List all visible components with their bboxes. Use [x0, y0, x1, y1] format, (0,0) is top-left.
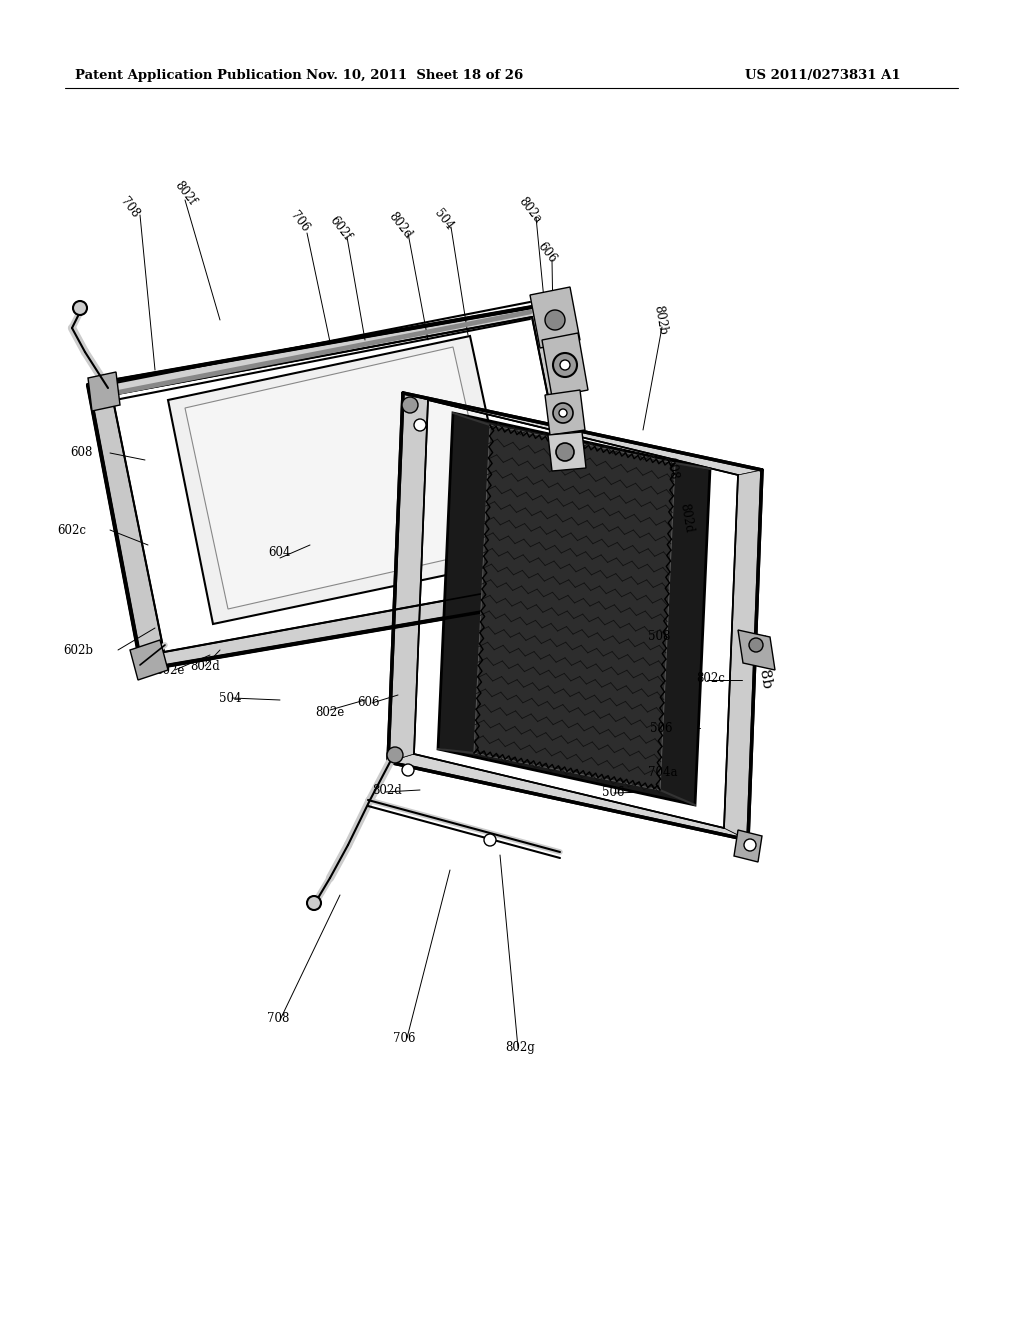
Polygon shape: [734, 830, 762, 862]
Text: 802d: 802d: [386, 210, 415, 242]
Polygon shape: [168, 337, 518, 624]
Circle shape: [402, 397, 418, 413]
Polygon shape: [388, 393, 428, 762]
Text: 802b: 802b: [651, 304, 669, 335]
Polygon shape: [438, 413, 710, 805]
Text: Nov. 10, 2011  Sheet 18 of 26: Nov. 10, 2011 Sheet 18 of 26: [306, 69, 523, 82]
Text: 608: 608: [71, 446, 93, 459]
Polygon shape: [532, 304, 610, 590]
Text: 602c: 602c: [57, 524, 86, 536]
Circle shape: [402, 764, 414, 776]
Text: 508: 508: [648, 630, 671, 643]
Polygon shape: [388, 754, 748, 840]
Polygon shape: [545, 389, 585, 436]
Polygon shape: [185, 347, 498, 609]
Circle shape: [387, 747, 403, 763]
Polygon shape: [142, 576, 610, 671]
Circle shape: [484, 834, 496, 846]
Text: 602f: 602f: [327, 214, 353, 243]
Text: US 2011/0273831 A1: US 2011/0273831 A1: [745, 69, 901, 82]
Text: 802e: 802e: [315, 705, 344, 718]
Circle shape: [553, 352, 577, 378]
Polygon shape: [130, 640, 168, 680]
Text: 802g: 802g: [505, 1041, 535, 1055]
Text: 504: 504: [432, 207, 456, 232]
Text: Fig. 8b: Fig. 8b: [752, 634, 774, 689]
Circle shape: [73, 301, 87, 315]
Text: 704a: 704a: [648, 767, 678, 780]
Circle shape: [553, 403, 573, 422]
Text: 604: 604: [268, 546, 291, 560]
Text: 706: 706: [288, 209, 312, 235]
Polygon shape: [542, 333, 588, 397]
Text: 802d: 802d: [372, 784, 401, 796]
Text: 606: 606: [357, 697, 380, 710]
Text: 708: 708: [118, 195, 142, 220]
Polygon shape: [403, 393, 762, 475]
Circle shape: [414, 418, 426, 432]
Circle shape: [558, 363, 572, 378]
Polygon shape: [88, 385, 164, 671]
Text: 802d: 802d: [190, 660, 220, 672]
Circle shape: [307, 896, 321, 909]
Polygon shape: [530, 286, 580, 348]
Circle shape: [556, 444, 574, 461]
Polygon shape: [548, 432, 586, 471]
Circle shape: [547, 342, 563, 358]
Text: 504: 504: [219, 692, 242, 705]
Circle shape: [744, 840, 756, 851]
Text: 802c: 802c: [696, 672, 725, 685]
Text: 606: 606: [535, 240, 559, 265]
Text: 506: 506: [602, 787, 625, 800]
Polygon shape: [474, 425, 675, 789]
Text: 802f: 802f: [172, 178, 199, 207]
Circle shape: [559, 409, 567, 417]
Text: 506: 506: [650, 722, 673, 734]
Text: 602b: 602b: [63, 644, 93, 656]
Text: 708: 708: [267, 1011, 290, 1024]
Text: 602e: 602e: [155, 664, 184, 676]
Circle shape: [749, 638, 763, 652]
Text: 802d: 802d: [677, 502, 695, 533]
Polygon shape: [88, 372, 120, 411]
Circle shape: [545, 310, 565, 330]
Polygon shape: [724, 470, 762, 840]
Text: 608: 608: [664, 455, 680, 480]
Text: 802a: 802a: [516, 194, 544, 226]
Polygon shape: [88, 304, 555, 395]
Polygon shape: [738, 630, 775, 671]
Text: 706: 706: [393, 1031, 416, 1044]
Circle shape: [560, 360, 570, 370]
Text: Patent Application Publication: Patent Application Publication: [75, 69, 302, 82]
